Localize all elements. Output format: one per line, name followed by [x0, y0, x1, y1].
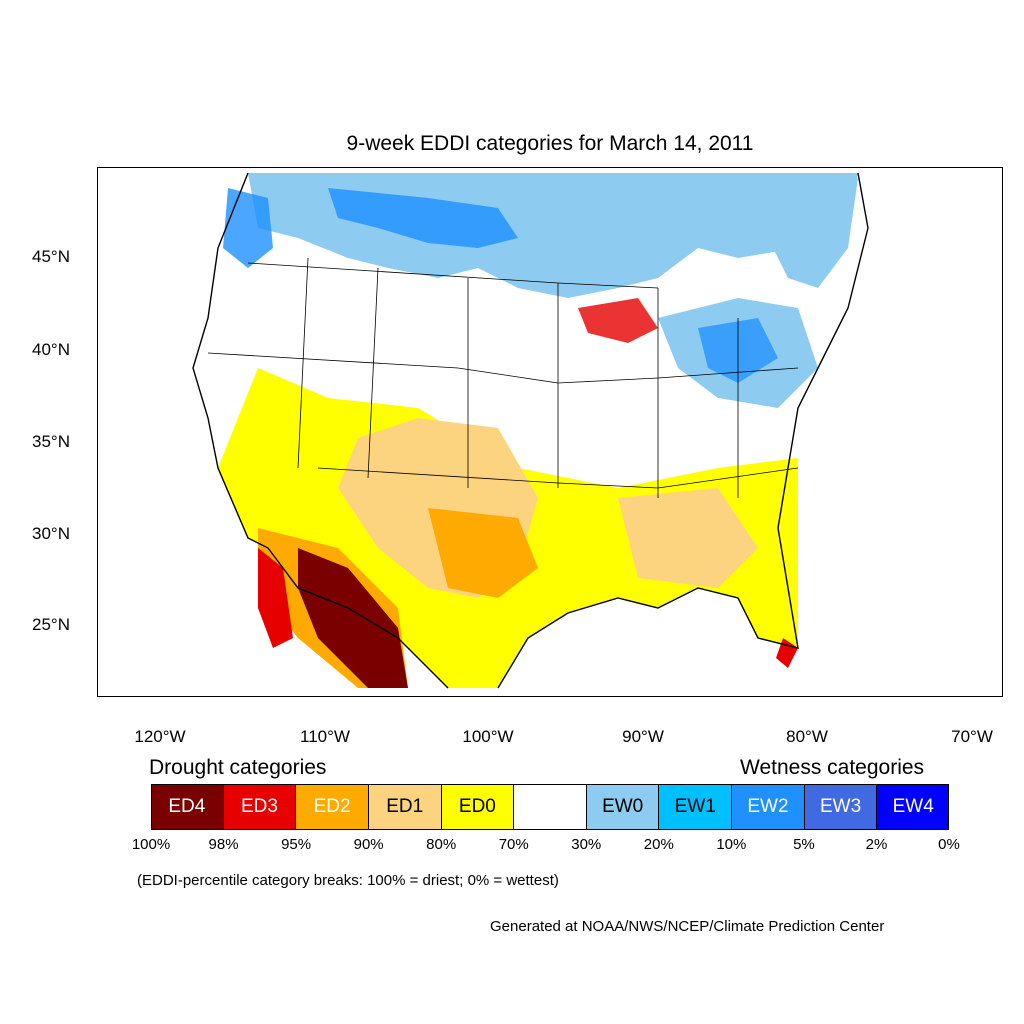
lon-label-80w: 80°W: [786, 727, 828, 746]
category-legend: ED4 ED3 ED2 ED1 ED0 EW0 EW1 EW2 EW3 EW4: [151, 784, 950, 830]
legend-break-label: 100%: [131, 836, 171, 853]
legend-swatch-ed3: ED3: [223, 784, 297, 830]
legend-swatch-ed0: ED0: [441, 784, 515, 830]
map-title: 9-week EDDI categories for March 14, 201…: [346, 132, 754, 155]
legend-break-label: 0%: [938, 836, 960, 853]
legend-swatch-ew0: EW0: [586, 784, 660, 830]
lon-label-100w: 100°W: [462, 727, 514, 746]
dry-florida-ed3: [776, 638, 798, 668]
legend-swatch-ew4: EW4: [877, 784, 950, 830]
legend-swatch-ed2: ED2: [296, 784, 369, 830]
legend-break-label: 90%: [353, 836, 384, 853]
dry-baja-ed3: [258, 548, 293, 648]
lon-label-70w: 70°W: [951, 727, 993, 746]
legend-break-label: 30%: [571, 836, 602, 853]
lat-label-45: 45°N: [32, 247, 70, 266]
wet-northwest: [223, 188, 273, 268]
lon-label-110w: 110°W: [300, 727, 350, 746]
legend-break-label: 20%: [643, 836, 674, 853]
dry-mexico-ed4: [298, 548, 408, 688]
credit-line: Generated at NOAA/NWS/NCEP/Climate Predi…: [490, 918, 885, 935]
legend-break-label: 10%: [716, 836, 747, 853]
dry-michigan-ed3: [578, 298, 658, 343]
legend-swatch-ew3: EW3: [804, 784, 878, 830]
legend-break-label: 5%: [793, 836, 815, 853]
lat-label-35: 35°N: [32, 432, 70, 451]
wet-northeast: [768, 178, 858, 288]
map-panel: [97, 167, 1003, 697]
boundary-lines: [207, 257, 799, 498]
coastline: [192, 172, 869, 689]
legend-break-label: 95%: [281, 836, 312, 853]
legend-break-label: 70%: [498, 836, 529, 853]
legend-break-label: 2%: [865, 836, 888, 853]
dry-southeast-ed1: [618, 488, 758, 588]
legend-swatch-ed4: ED4: [151, 784, 224, 830]
legend-swatch-ew2: EW2: [732, 784, 805, 830]
legend-break-label: 80%: [426, 836, 457, 853]
eddi-map: [192, 172, 869, 689]
drought-categories-title: Drought categories: [149, 756, 327, 779]
wet-north-core: [328, 188, 518, 248]
legend-swatch-ew1: EW1: [659, 784, 733, 830]
lat-label-40: 40°N: [32, 340, 70, 359]
dry-texas-ed2: [428, 508, 538, 598]
lat-label-30: 30°N: [32, 524, 70, 543]
lon-label-120w: 120°W: [134, 727, 186, 746]
legend-swatch-neutral: [514, 784, 587, 830]
legend-swatch-ed1: ED1: [368, 784, 442, 830]
lon-label-90w: 90°W: [622, 727, 664, 746]
wetness-categories-title: Wetness categories: [740, 756, 925, 779]
legend-break-label: 98%: [208, 836, 239, 853]
lat-label-25: 25°N: [32, 615, 70, 634]
category-note: (EDDI-percentile category breaks: 100% =…: [137, 872, 559, 889]
